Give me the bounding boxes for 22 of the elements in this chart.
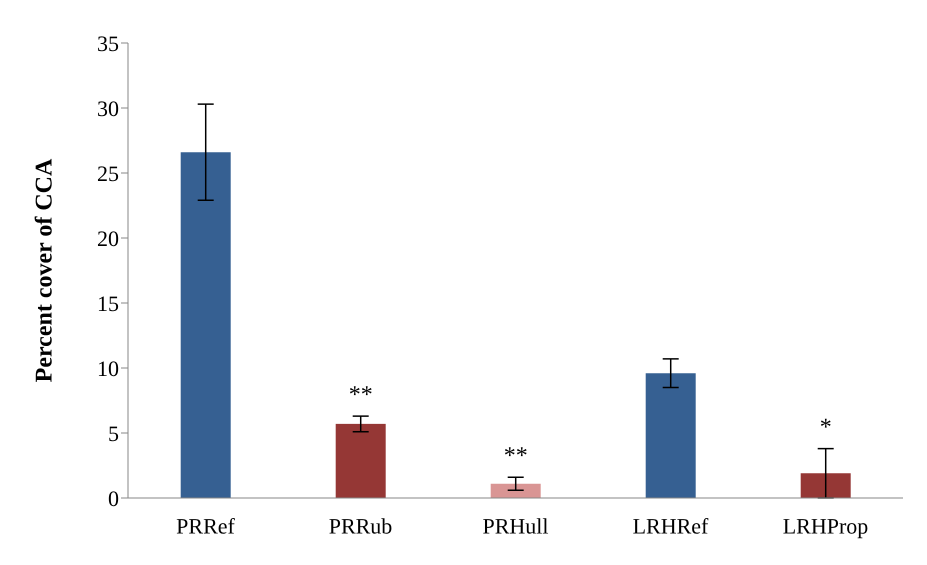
y-tick-label: 0 — [108, 486, 119, 511]
data-label: ** — [504, 443, 528, 470]
data-label: * — [820, 414, 832, 441]
x-tick-label: LRHProp — [782, 514, 868, 539]
bar — [646, 373, 696, 498]
bar — [490, 484, 541, 498]
y-tick-label: 10 — [97, 356, 119, 381]
bar — [336, 424, 386, 498]
y-tick-label: 25 — [97, 160, 119, 186]
x-tick-label: LRHRef — [632, 514, 710, 539]
y-tick-label: 5 — [108, 420, 119, 446]
bar — [180, 152, 231, 498]
x-tick-label: PRRub — [328, 514, 392, 539]
y-tick-label: 30 — [97, 96, 119, 121]
x-tick-label: PRHull — [482, 514, 549, 539]
y-tick-label: 20 — [97, 226, 119, 251]
x-tick-label: PRRef — [176, 514, 236, 539]
data-label: ** — [348, 382, 373, 408]
y-tick-label: 35 — [97, 30, 119, 56]
y-tick-label: 15 — [97, 290, 119, 316]
bar — [800, 473, 851, 498]
y-axis-title: Percent cover of CCA — [32, 158, 58, 382]
